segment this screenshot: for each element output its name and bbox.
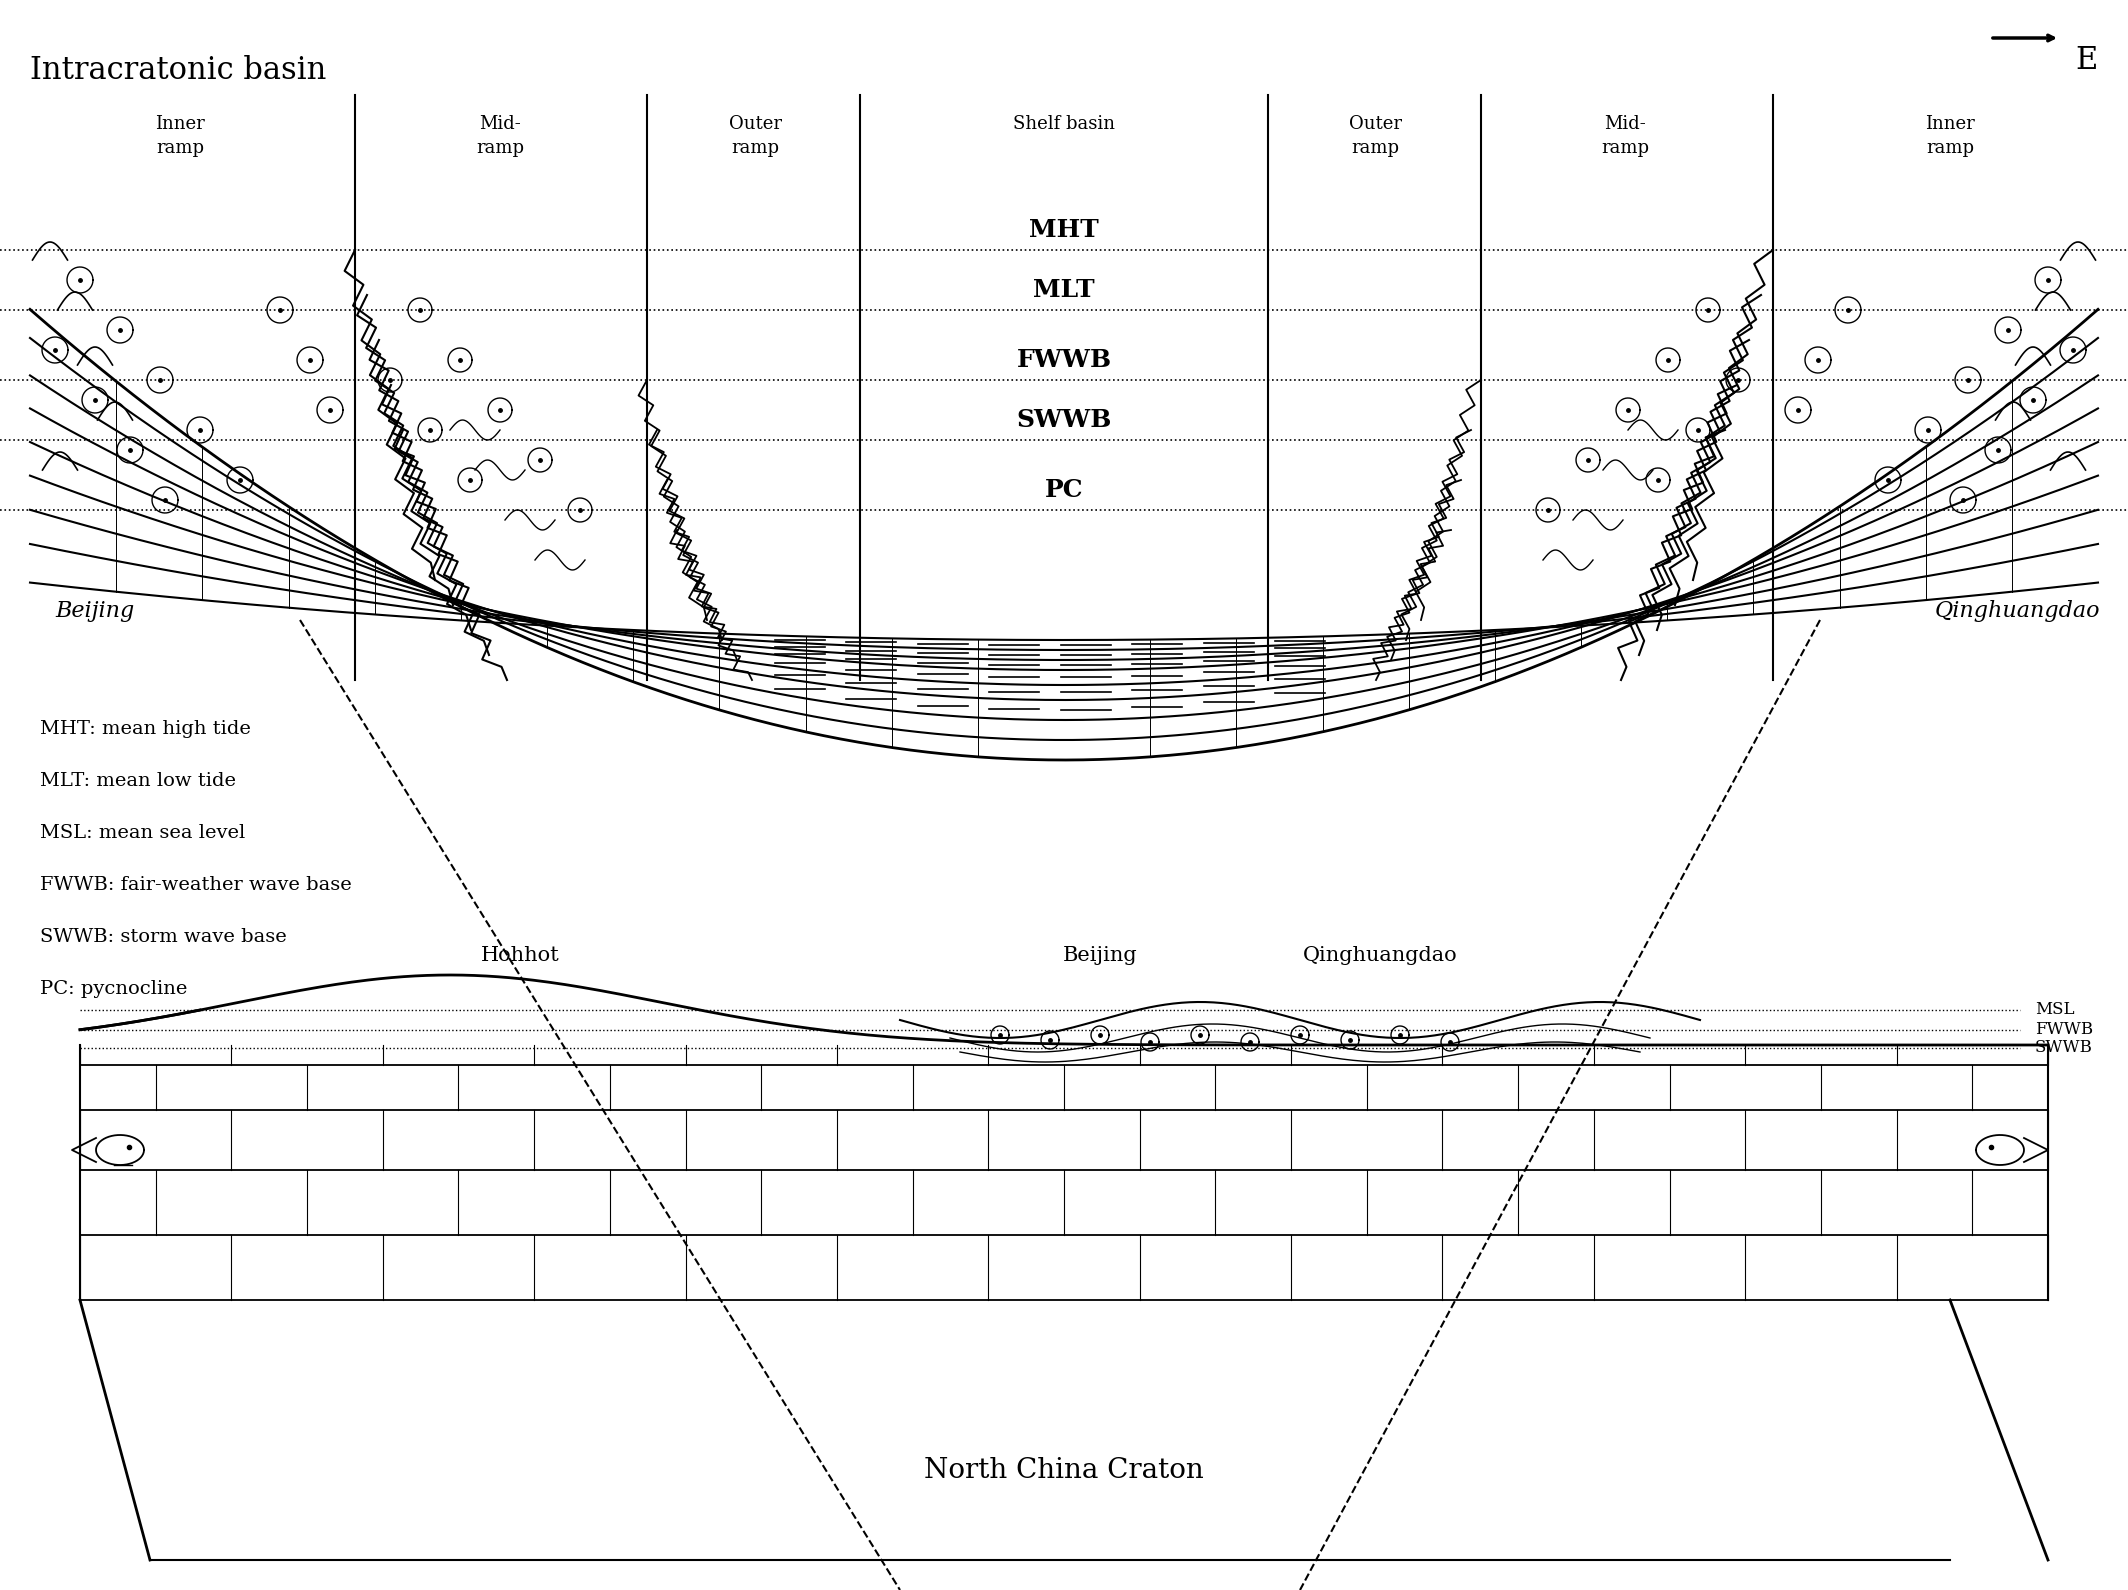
Text: Beijing: Beijing: [55, 599, 134, 622]
Text: MSL: mean sea level: MSL: mean sea level: [40, 824, 245, 843]
Text: SWWB: SWWB: [2034, 1040, 2092, 1056]
Text: Outer
ramp: Outer ramp: [728, 114, 781, 156]
Text: FWWB: FWWB: [2034, 1021, 2094, 1038]
Text: FWWB: fair-weather wave base: FWWB: fair-weather wave base: [40, 876, 351, 894]
Text: MLT: mean low tide: MLT: mean low tide: [40, 773, 236, 790]
Text: SWWB: SWWB: [1017, 409, 1111, 432]
Text: E: E: [2075, 45, 2098, 76]
Text: Mid-
ramp: Mid- ramp: [477, 114, 523, 156]
Text: Hohhot: Hohhot: [481, 946, 560, 965]
Text: Qinghuangdao: Qinghuangdao: [1302, 946, 1458, 965]
Text: Shelf basin: Shelf basin: [1013, 114, 1115, 134]
Text: Inner
ramp: Inner ramp: [1926, 114, 1975, 156]
Text: Outer
ramp: Outer ramp: [1349, 114, 1402, 156]
Text: North China Craton: North China Craton: [924, 1456, 1204, 1483]
Text: MHT: MHT: [1030, 218, 1098, 242]
Text: Beijing: Beijing: [1062, 946, 1136, 965]
Text: FWWB: FWWB: [1017, 348, 1111, 372]
Text: Qinghuangdao: Qinghuangdao: [1934, 599, 2100, 622]
Text: MHT: mean high tide: MHT: mean high tide: [40, 720, 251, 738]
Text: MLT: MLT: [1034, 278, 1094, 302]
Text: Inner
ramp: Inner ramp: [155, 114, 204, 156]
Text: PC: PC: [1045, 479, 1083, 502]
Text: Intracratonic basin: Intracratonic basin: [30, 56, 326, 86]
Text: MSL: MSL: [2034, 1002, 2075, 1019]
Text: SWWB: storm wave base: SWWB: storm wave base: [40, 929, 287, 946]
Text: Mid-
ramp: Mid- ramp: [1600, 114, 1649, 156]
Text: PC: pycnocline: PC: pycnocline: [40, 979, 187, 999]
